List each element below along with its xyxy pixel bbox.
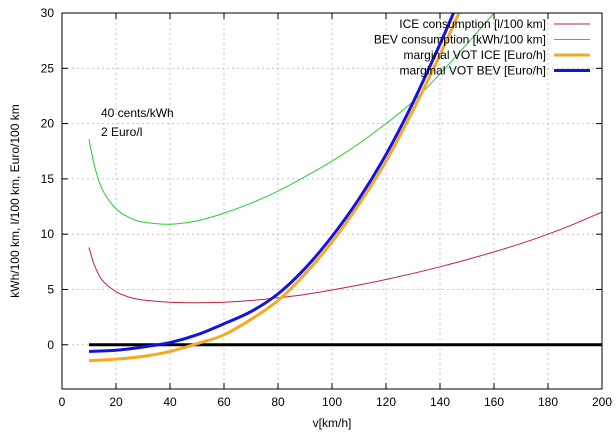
- legend-label: marginal VOT ICE [Euro/h]: [404, 48, 547, 62]
- x-tick-label: 120: [376, 395, 396, 409]
- legend-label: marginal VOT BEV [Euro/h]: [399, 64, 546, 78]
- x-tick-label: 200: [592, 395, 612, 409]
- x-tick-label: 60: [217, 395, 231, 409]
- x-tick-label: 100: [322, 395, 342, 409]
- legend-label: ICE consumption [l/100 km]: [399, 17, 546, 31]
- ticks: 0 20 40 60 80 100 120 140 160 180 200 0 5 10 15 20 25 30: [41, 6, 613, 409]
- y-tick-label: 25: [41, 61, 55, 75]
- annotation-text: 40 cents/kWh: [101, 106, 174, 120]
- annotation-text: 2 Euro/l: [101, 125, 142, 139]
- y-tick-label: 30: [41, 6, 55, 20]
- y-axis-label: kWh/100 km, l/100 km, Euro/100 km: [8, 104, 22, 297]
- y-tick-label: 15: [41, 172, 55, 186]
- y-tick-label: 0: [47, 338, 54, 352]
- series-line-1: [88, 211, 602, 304]
- x-axis-label: v[km/h]: [313, 416, 352, 430]
- y-tick-label: 20: [41, 117, 55, 131]
- legend-label: BEV consumption [kWh/100 km]: [374, 33, 546, 47]
- x-tick-label: 80: [271, 395, 285, 409]
- series-line-4: [88, 13, 455, 353]
- series-lines: [88, 13, 602, 363]
- x-tick-label: 140: [430, 395, 450, 409]
- plot-frame: [61, 12, 603, 390]
- x-tick-label: 40: [163, 395, 177, 409]
- x-tick-label: 20: [109, 395, 123, 409]
- legend: ICE consumption [l/100 km] BEV consumptio…: [374, 17, 590, 78]
- x-tick-label: 0: [59, 395, 66, 409]
- series-line-3: [88, 13, 461, 363]
- y-tick-label: 10: [41, 227, 55, 241]
- x-tick-label: 160: [484, 395, 504, 409]
- annotations: 40 cents/kWh 2 Euro/l: [101, 106, 174, 139]
- x-tick-label: 180: [538, 395, 558, 409]
- y-tick-label: 5: [47, 282, 54, 296]
